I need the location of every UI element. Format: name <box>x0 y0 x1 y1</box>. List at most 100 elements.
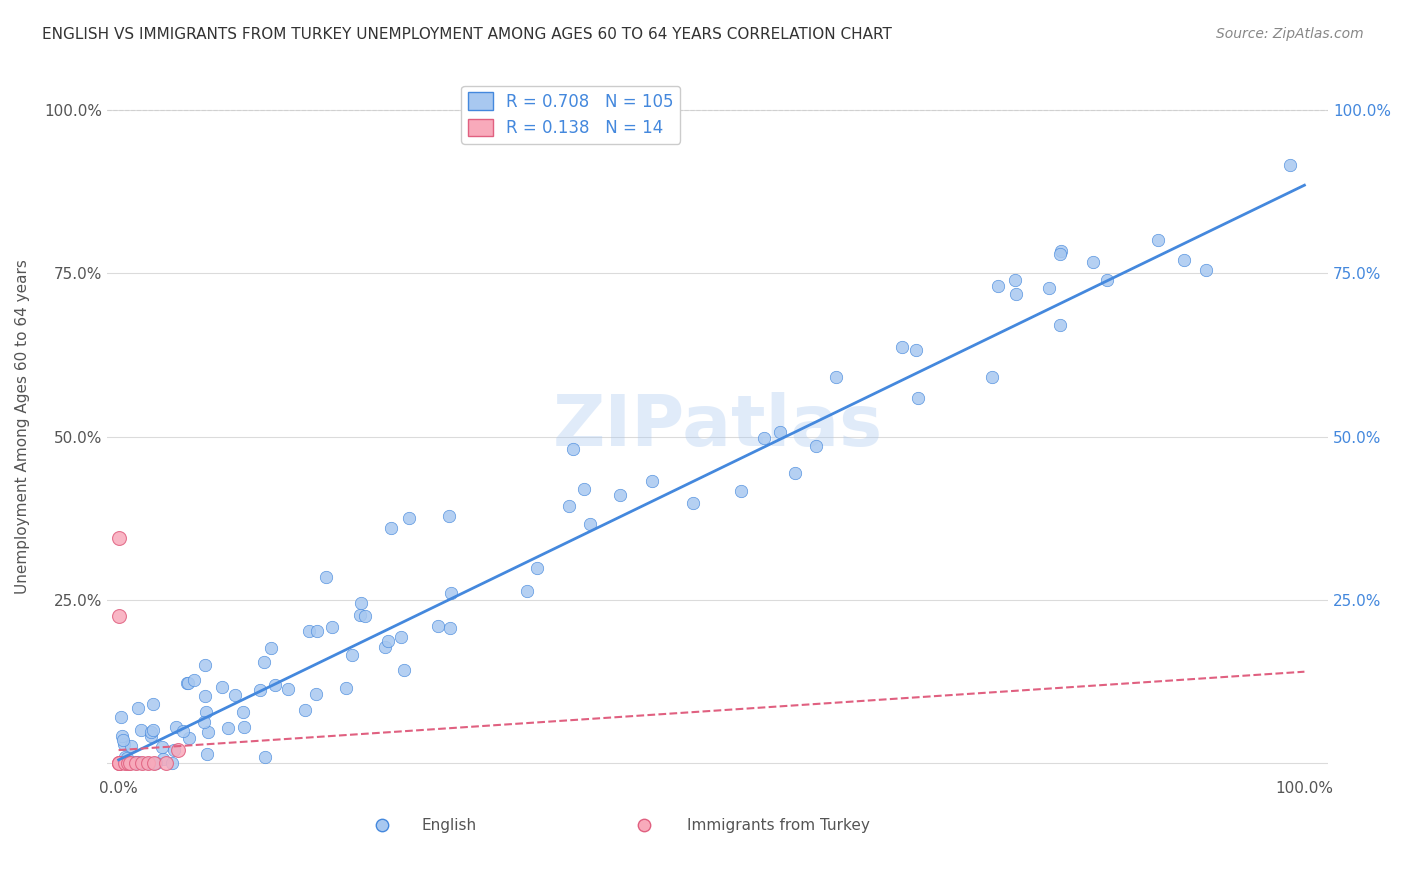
English <box>124 755 146 769</box>
English <box>112 756 135 771</box>
English <box>111 730 134 744</box>
English <box>439 509 461 524</box>
English <box>183 673 205 687</box>
English <box>294 703 316 717</box>
Immigrants from Turkey <box>107 531 129 545</box>
English <box>769 425 792 440</box>
English <box>380 521 402 535</box>
English <box>730 484 752 499</box>
English <box>1049 318 1071 332</box>
English <box>217 721 239 735</box>
English <box>1050 244 1073 259</box>
English <box>177 676 200 690</box>
English <box>141 725 163 739</box>
English <box>516 583 538 598</box>
English <box>315 570 337 584</box>
English <box>112 737 135 751</box>
English <box>440 585 463 599</box>
English <box>377 634 399 648</box>
English <box>114 749 136 764</box>
English <box>349 607 371 622</box>
Text: ZIPatlas: ZIPatlas <box>553 392 883 461</box>
English <box>162 742 184 756</box>
English <box>754 431 776 445</box>
Immigrants from Turkey <box>117 756 139 771</box>
English <box>526 561 548 575</box>
Immigrants from Turkey <box>167 743 190 757</box>
English <box>194 705 217 719</box>
English <box>427 619 450 633</box>
English <box>321 620 343 634</box>
Legend: R = 0.708   N = 105, R = 0.138   N = 14: R = 0.708 N = 105, R = 0.138 N = 14 <box>461 86 681 144</box>
English <box>891 340 914 354</box>
Text: ENGLISH VS IMMIGRANTS FROM TURKEY UNEMPLOYMENT AMONG AGES 60 TO 64 YEARS CORRELA: ENGLISH VS IMMIGRANTS FROM TURKEY UNEMPL… <box>42 27 891 42</box>
English <box>439 621 461 635</box>
English <box>117 751 139 765</box>
English <box>117 756 139 771</box>
English <box>1097 273 1119 287</box>
Text: Source: ZipAtlas.com: Source: ZipAtlas.com <box>1216 27 1364 41</box>
Text: Immigrants from Turkey: Immigrants from Turkey <box>688 818 870 833</box>
English <box>127 755 149 769</box>
English <box>152 751 174 765</box>
Text: English: English <box>422 818 477 833</box>
English <box>609 487 631 501</box>
Immigrants from Turkey <box>120 756 142 771</box>
Immigrants from Turkey <box>143 756 166 771</box>
English <box>253 749 276 764</box>
English <box>194 689 217 703</box>
English <box>127 756 149 771</box>
English <box>342 648 364 662</box>
English <box>1038 281 1060 295</box>
English <box>350 596 373 610</box>
English <box>1083 255 1105 269</box>
English <box>392 664 415 678</box>
English <box>249 683 271 698</box>
Immigrants from Turkey <box>114 756 136 771</box>
English <box>335 681 357 695</box>
English <box>806 439 828 453</box>
English <box>142 698 165 712</box>
English <box>682 496 704 510</box>
English <box>305 686 328 700</box>
Point <box>374 802 396 816</box>
English <box>224 688 246 702</box>
English <box>211 680 233 694</box>
English <box>1005 287 1028 301</box>
English <box>125 756 148 771</box>
English <box>194 657 217 672</box>
English <box>305 624 328 638</box>
English <box>111 732 134 747</box>
English <box>195 747 218 761</box>
English <box>232 720 254 734</box>
English <box>179 731 201 745</box>
English <box>264 678 287 692</box>
English <box>277 682 299 697</box>
English <box>1173 252 1195 267</box>
English <box>260 641 283 656</box>
English <box>987 278 1010 293</box>
Immigrants from Turkey <box>107 609 129 624</box>
English <box>165 721 187 735</box>
Immigrants from Turkey <box>125 756 148 771</box>
English <box>193 714 215 729</box>
Immigrants from Turkey <box>131 756 153 771</box>
English <box>120 739 142 753</box>
English <box>143 756 166 771</box>
English <box>141 729 163 743</box>
English <box>176 676 198 690</box>
English <box>129 723 152 737</box>
English <box>197 724 219 739</box>
English <box>142 723 165 738</box>
Point <box>628 802 651 816</box>
English <box>783 466 806 480</box>
English <box>907 392 929 406</box>
English <box>127 701 149 715</box>
English <box>558 499 581 513</box>
English <box>574 482 596 496</box>
English <box>1049 247 1071 261</box>
English <box>1147 234 1170 248</box>
English <box>1279 158 1302 172</box>
English <box>162 756 184 771</box>
English <box>145 756 167 771</box>
